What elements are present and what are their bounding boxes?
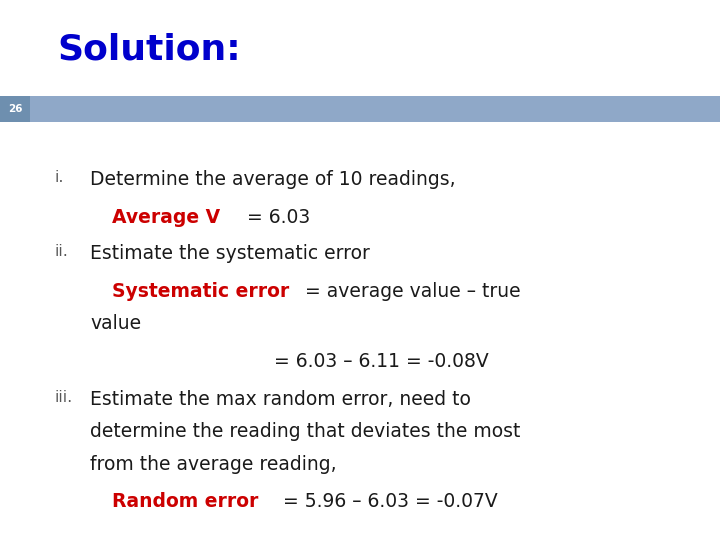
Text: = 6.03 – 6.11 = -0.08V: = 6.03 – 6.11 = -0.08V [274,352,488,371]
Text: 26: 26 [8,104,22,113]
Text: i.: i. [54,170,63,185]
Text: = 6.03: = 6.03 [241,208,310,227]
Text: Estimate the max random error, need to: Estimate the max random error, need to [90,390,471,409]
Bar [0,96,30,122]
Text: determine the reading that deviates the most: determine the reading that deviates the … [90,422,521,441]
Text: iii.: iii. [54,390,72,405]
Text: Systematic error: Systematic error [112,282,289,301]
Text: Solution:: Solution: [58,32,241,66]
Text: from the average reading,: from the average reading, [90,455,337,474]
Text: = 5.96 – 6.03 = -0.07V: = 5.96 – 6.03 = -0.07V [277,492,498,511]
Text: Estimate the systematic error: Estimate the systematic error [90,244,370,263]
Text: Average V: Average V [112,208,220,227]
Text: ii.: ii. [54,244,68,259]
Text: value: value [90,314,141,333]
Text: Random error: Random error [112,492,258,511]
Text: Determine the average of 10 readings,: Determine the average of 10 readings, [90,170,456,189]
Bar [0,96,720,122]
Text: = average value – true: = average value – true [299,282,521,301]
